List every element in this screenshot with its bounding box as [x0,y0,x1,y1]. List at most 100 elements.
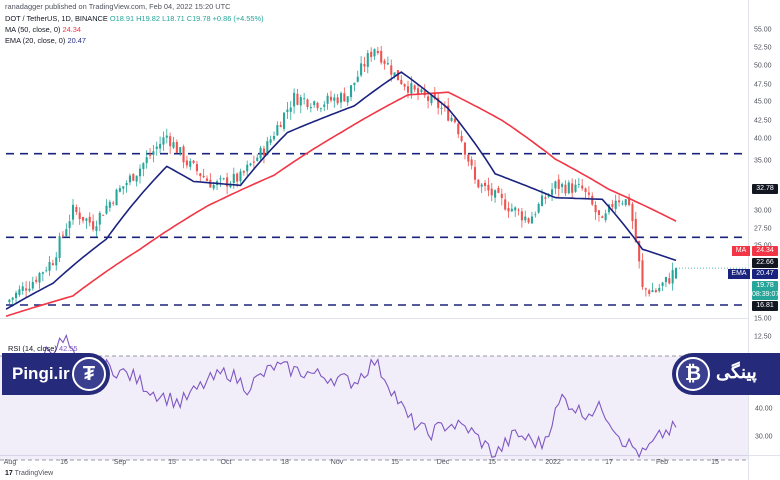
candle-body [537,204,540,213]
candle-body [169,136,172,147]
candle-body [112,202,115,204]
ma-value: 24.34 [62,25,82,34]
bitcoin-icon: ₿ [676,357,710,391]
countdown-tag: 08:39:07 [752,290,780,300]
ma-tag: MA [732,246,750,256]
candle-body [453,118,456,123]
candle-body [319,108,322,110]
candle-body [333,97,336,101]
candle-body [145,157,148,164]
time-axis-border [0,455,780,456]
tradingview-text: TradingView [14,470,54,477]
candle-body [236,173,239,182]
candle-body [272,135,276,140]
candle-body [473,167,477,180]
candle-body [142,163,145,169]
candle-body [651,290,654,293]
candle-body [477,179,480,188]
candle-body [31,281,34,289]
candle-body [614,200,617,209]
rsi-value: 42.55 [58,344,78,353]
ema-legend[interactable]: EMA (20, close, 0) 20.47 [5,36,86,46]
price-tick-label: 15.00 [754,316,772,323]
candle-body [219,178,222,180]
rsi-label: RSI (14, close) [8,344,57,353]
candle-body [641,260,644,288]
time-tick-label: Aug [4,459,17,466]
last-price-tag: 19.78 [752,281,778,291]
candle-body [259,147,262,159]
candle-body [252,161,255,163]
price-tick-label: 52.50 [754,45,772,52]
price-tick-label: 35.00 [754,158,772,165]
candle-body [78,212,81,219]
candle-body [303,98,306,100]
ma-label: MA (50, close, 0) [5,25,61,34]
candle-body [326,95,329,104]
candle-body [467,154,470,162]
candle-body [283,112,286,129]
candle-body [8,299,11,303]
candle-body [554,181,557,189]
candle-body [443,106,446,108]
tradingview-logo[interactable]: 17 TradingView [5,470,53,477]
candle-body [38,273,41,283]
candle-body [628,197,631,206]
candle-body [195,164,198,172]
candle-body [674,268,678,279]
ma-legend[interactable]: MA (50, close, 0) 24.34 [5,25,81,35]
candle-body [175,142,178,153]
candle-body [484,182,487,187]
candle-body [638,240,641,262]
candle-body [165,135,168,138]
tether-icon: ₮ [72,357,106,391]
candle-body [500,193,503,199]
candle-body [242,171,245,173]
candle-body [433,92,436,99]
candle-body [440,107,443,109]
candle-body [45,270,48,272]
price-tick-label: 50.00 [754,63,772,70]
ohlc-values: O18.91 H19.82 L18.71 C19.78 +0.86 (+4.55… [109,14,264,23]
candle-body [430,95,433,104]
candle-body [269,139,272,143]
ema-tag: EMA [728,269,750,279]
candle-body [18,289,21,295]
candle-body [299,97,302,106]
candle-body [390,65,393,75]
rsi-legend[interactable]: RSI (14, close) 42.55 [8,344,77,353]
level-tag-high: 32.78 [752,184,778,194]
candle-body [567,182,570,194]
time-tick-label: Sep [114,459,127,466]
time-tick-label: 15 [168,459,176,466]
candle-body [403,84,406,87]
candle-body [654,290,657,292]
candle-body [105,205,108,214]
candle-body [313,101,316,106]
candle-body [450,117,453,121]
tradingview-icon: 17 [5,470,13,477]
candle-body [577,184,580,185]
candle-body [380,50,383,63]
pane-separator [0,318,748,319]
candle-body [393,72,396,77]
candle-body [497,188,500,193]
candle-body [192,160,195,163]
candle-body [383,60,386,64]
candle-body [376,50,379,53]
ma-price-tag: 24.34 [752,246,778,256]
candle-body [363,63,366,67]
candle-body [306,99,309,107]
candle-body [199,173,202,177]
candle-body [470,159,473,166]
rsi-band [0,356,748,460]
ema-value: 20.47 [67,36,86,45]
candle-body [68,221,71,228]
symbol-name: DOT / TetherUS, 1D, BINANCE [5,14,108,23]
candle-body [520,211,523,221]
candle-body [85,218,88,221]
candle-body [159,144,162,149]
candle-body [410,83,413,94]
candle-body [232,173,235,184]
candle-body [406,86,410,93]
